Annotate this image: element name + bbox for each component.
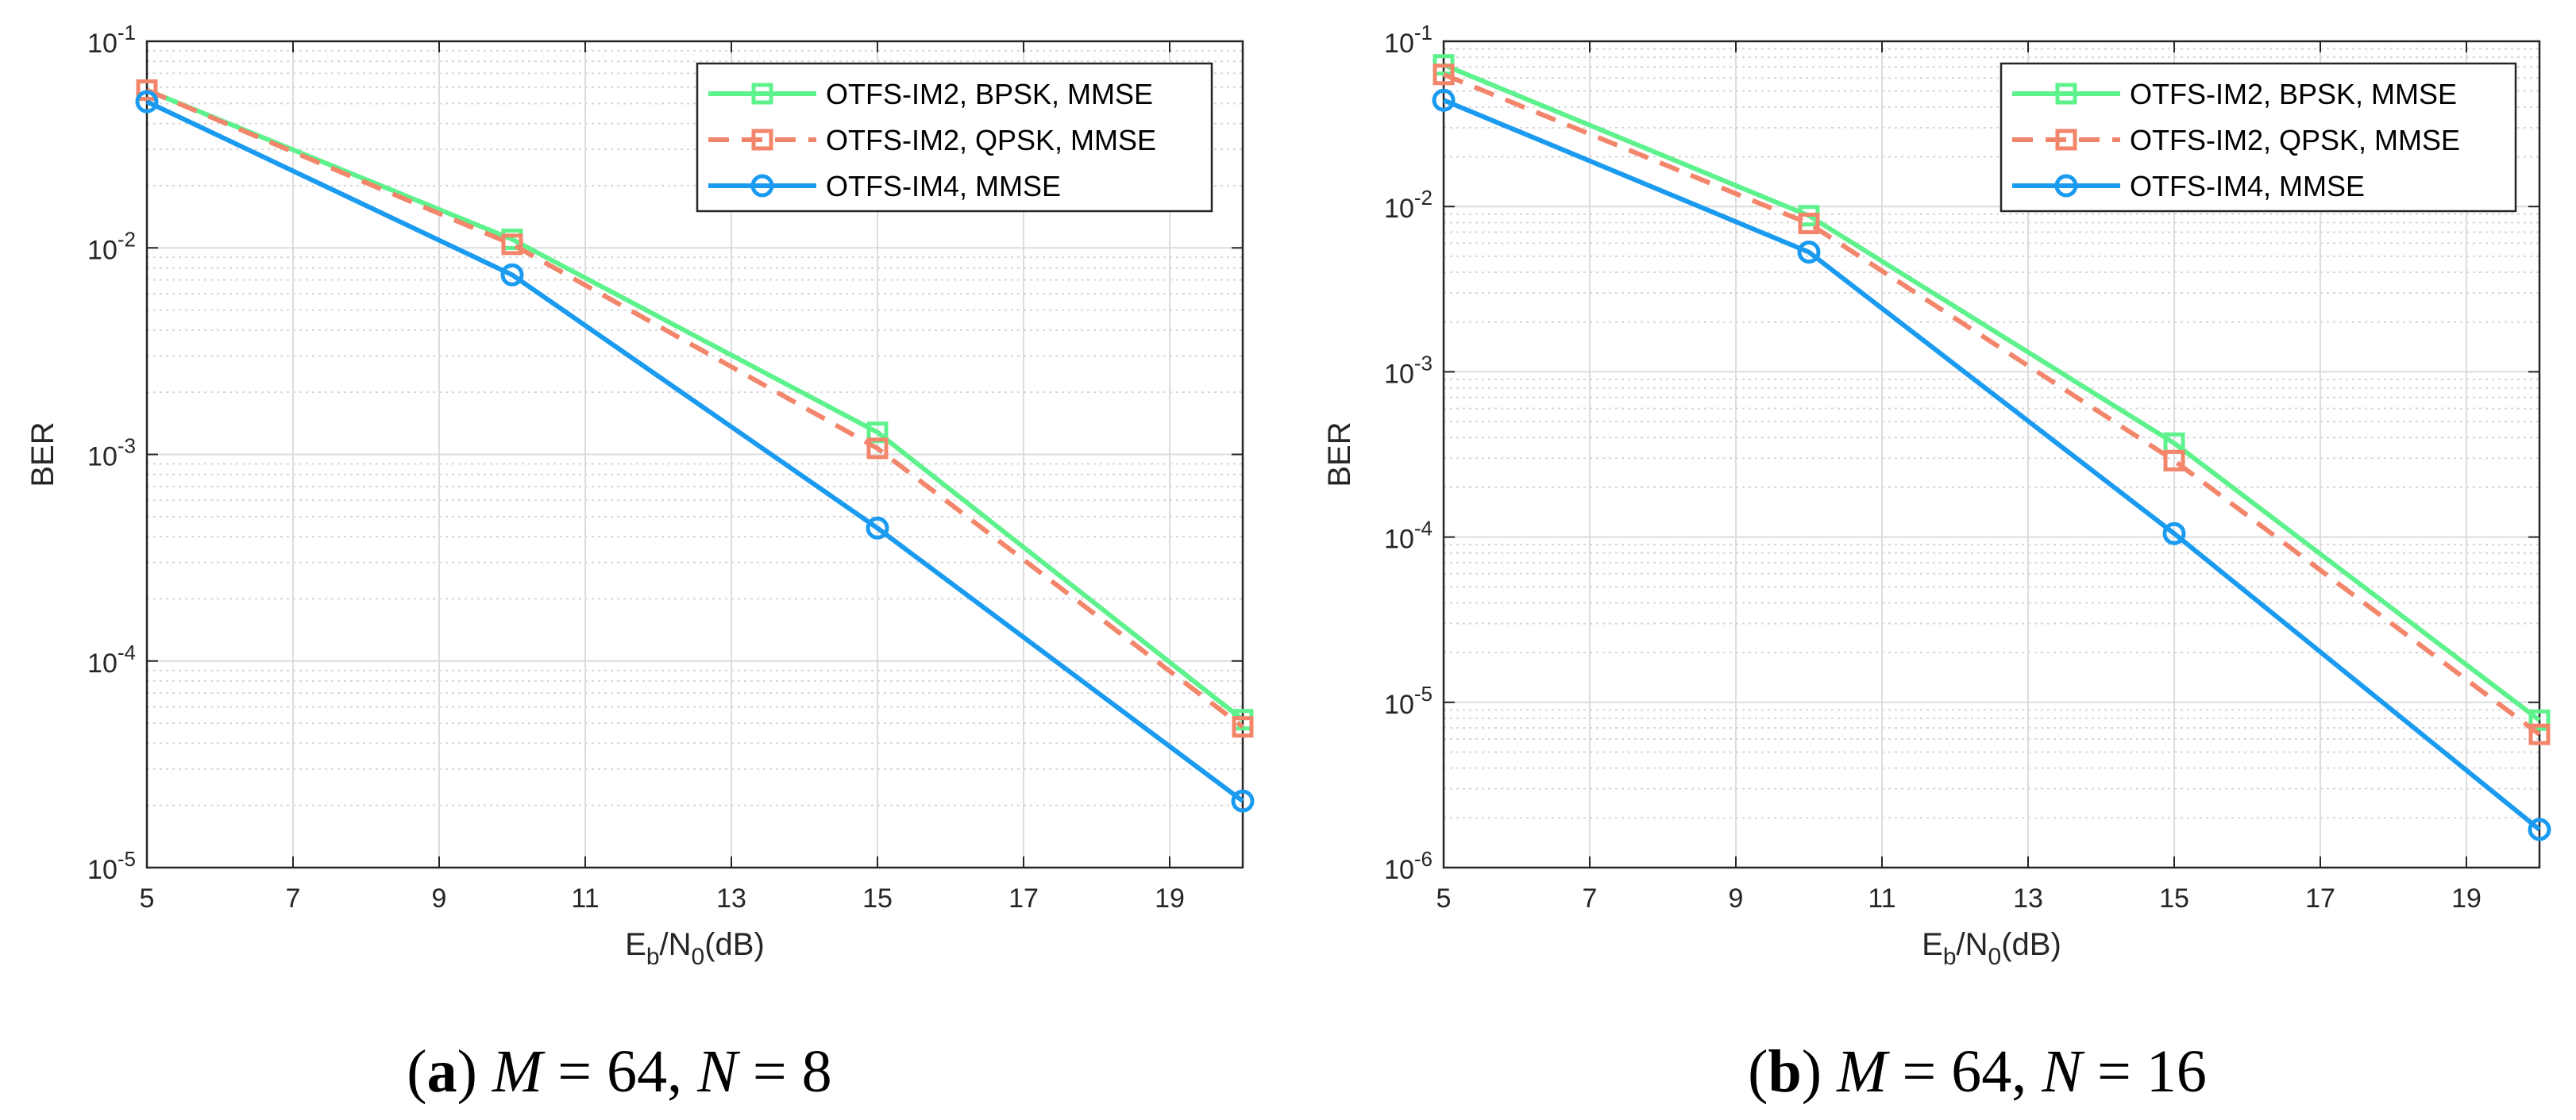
chart-panel-b: 5 7 9 11 13 15 17 19 10-6 10-5 10-4 10-3 10-2 10-1 Eb/… <box>1322 21 2551 1105</box>
y-tick-label: 10-3 <box>1384 351 1433 389</box>
y-tick-label: 10-1 <box>1384 21 1433 59</box>
legend-marker <box>750 174 774 198</box>
x-tick-label: 17 <box>2305 883 2335 914</box>
x-tick-label: 9 <box>1729 883 1744 914</box>
series-line <box>1442 98 2541 832</box>
data-point <box>2528 818 2551 841</box>
y-tick-label: 10-4 <box>1384 517 1433 555</box>
x-tick-label: 13 <box>716 883 746 914</box>
series-3 <box>135 90 1255 813</box>
panel-caption: (a) M = 64, N = 8 <box>407 1038 831 1105</box>
y-tick-label: 10-5 <box>87 847 136 885</box>
series-2 <box>1433 64 2551 745</box>
legend-label: OTFS-IM2, BPSK, MMSE <box>2130 78 2457 110</box>
y-tick-label: 10-1 <box>87 21 136 59</box>
y-tick-label: 10-5 <box>1384 682 1433 720</box>
x-tick-label: 7 <box>286 883 301 914</box>
legend-label: OTFS-IM4, MMSE <box>826 170 1061 202</box>
x-tick-label: 15 <box>2159 883 2189 914</box>
y-tick-label: 10-6 <box>1384 847 1433 885</box>
x-tick-label: 19 <box>1155 883 1185 914</box>
legend-label: OTFS-IM2, QPSK, MMSE <box>826 124 1156 156</box>
series-line <box>145 99 1244 803</box>
x-tick-label: 11 <box>571 883 599 914</box>
y-tick-label: 10-2 <box>87 227 136 265</box>
data-point <box>136 79 158 102</box>
data-point <box>2163 449 2185 471</box>
legend-label: OTFS-IM2, BPSK, MMSE <box>826 78 1153 110</box>
data-point <box>1798 213 1820 235</box>
series-line <box>145 87 1244 729</box>
data-point <box>135 90 159 114</box>
data-point <box>1433 64 1455 86</box>
y-tick-label: 10-2 <box>1384 186 1433 224</box>
panel-caption: (b) M = 64, N = 16 <box>1748 1038 2207 1105</box>
axes-box <box>1442 40 2541 869</box>
y-tick-label: 10-4 <box>87 641 136 679</box>
y-axis-label: BER <box>25 421 60 487</box>
x-axis-label: Eb/N0(dB) <box>1922 927 2061 970</box>
data-point <box>1797 241 1821 264</box>
data-point <box>866 437 889 460</box>
data-point <box>1432 88 1456 112</box>
legend-marker <box>2054 174 2078 198</box>
legend-label: OTFS-IM2, QPSK, MMSE <box>2130 124 2460 156</box>
x-tick-label: 9 <box>432 883 447 914</box>
x-tick-label: 7 <box>1583 883 1598 914</box>
data-point <box>2162 522 2186 545</box>
data-point <box>500 263 524 287</box>
x-tick-label: 15 <box>862 883 893 914</box>
y-tick-label: 10-3 <box>87 434 136 472</box>
x-tick-label: 19 <box>2451 883 2482 914</box>
data-point <box>1232 716 1254 738</box>
data-point <box>2528 723 2551 745</box>
legend: OTFS-IM2, BPSK, MMSE OTFS-IM2, QPSK, MMSE… <box>696 62 1213 213</box>
x-tick-label: 17 <box>1008 883 1039 914</box>
data-point <box>501 233 523 256</box>
data-point <box>2528 709 2551 731</box>
series-3 <box>1432 88 2551 841</box>
legend-marker <box>2055 129 2077 151</box>
series-line <box>145 87 1244 722</box>
series-line <box>1442 62 2541 722</box>
legend: OTFS-IM2, BPSK, MMSE OTFS-IM2, QPSK, MMSE… <box>1999 62 2517 213</box>
x-tick-label: 5 <box>140 883 155 914</box>
legend-marker <box>2055 83 2077 105</box>
y-axis-label: BER <box>1322 421 1357 487</box>
chart-panel-a: 5 7 9 11 13 15 17 19 10-5 10-4 10-3 10-2 10-1 Eb/N0(d… <box>25 21 1255 1105</box>
x-tick-label: 5 <box>1436 883 1452 914</box>
x-tick-label: 13 <box>2013 883 2043 914</box>
x-axis-label: Eb/N0(dB) <box>625 927 765 970</box>
series-2 <box>136 79 1254 738</box>
legend-marker <box>751 83 773 105</box>
x-tick-label: 11 <box>1868 883 1895 914</box>
series-line <box>1442 71 2541 737</box>
legend-marker <box>751 129 773 151</box>
legend-label: OTFS-IM4, MMSE <box>2130 170 2365 202</box>
data-point <box>1231 789 1255 813</box>
data-point <box>866 516 889 540</box>
